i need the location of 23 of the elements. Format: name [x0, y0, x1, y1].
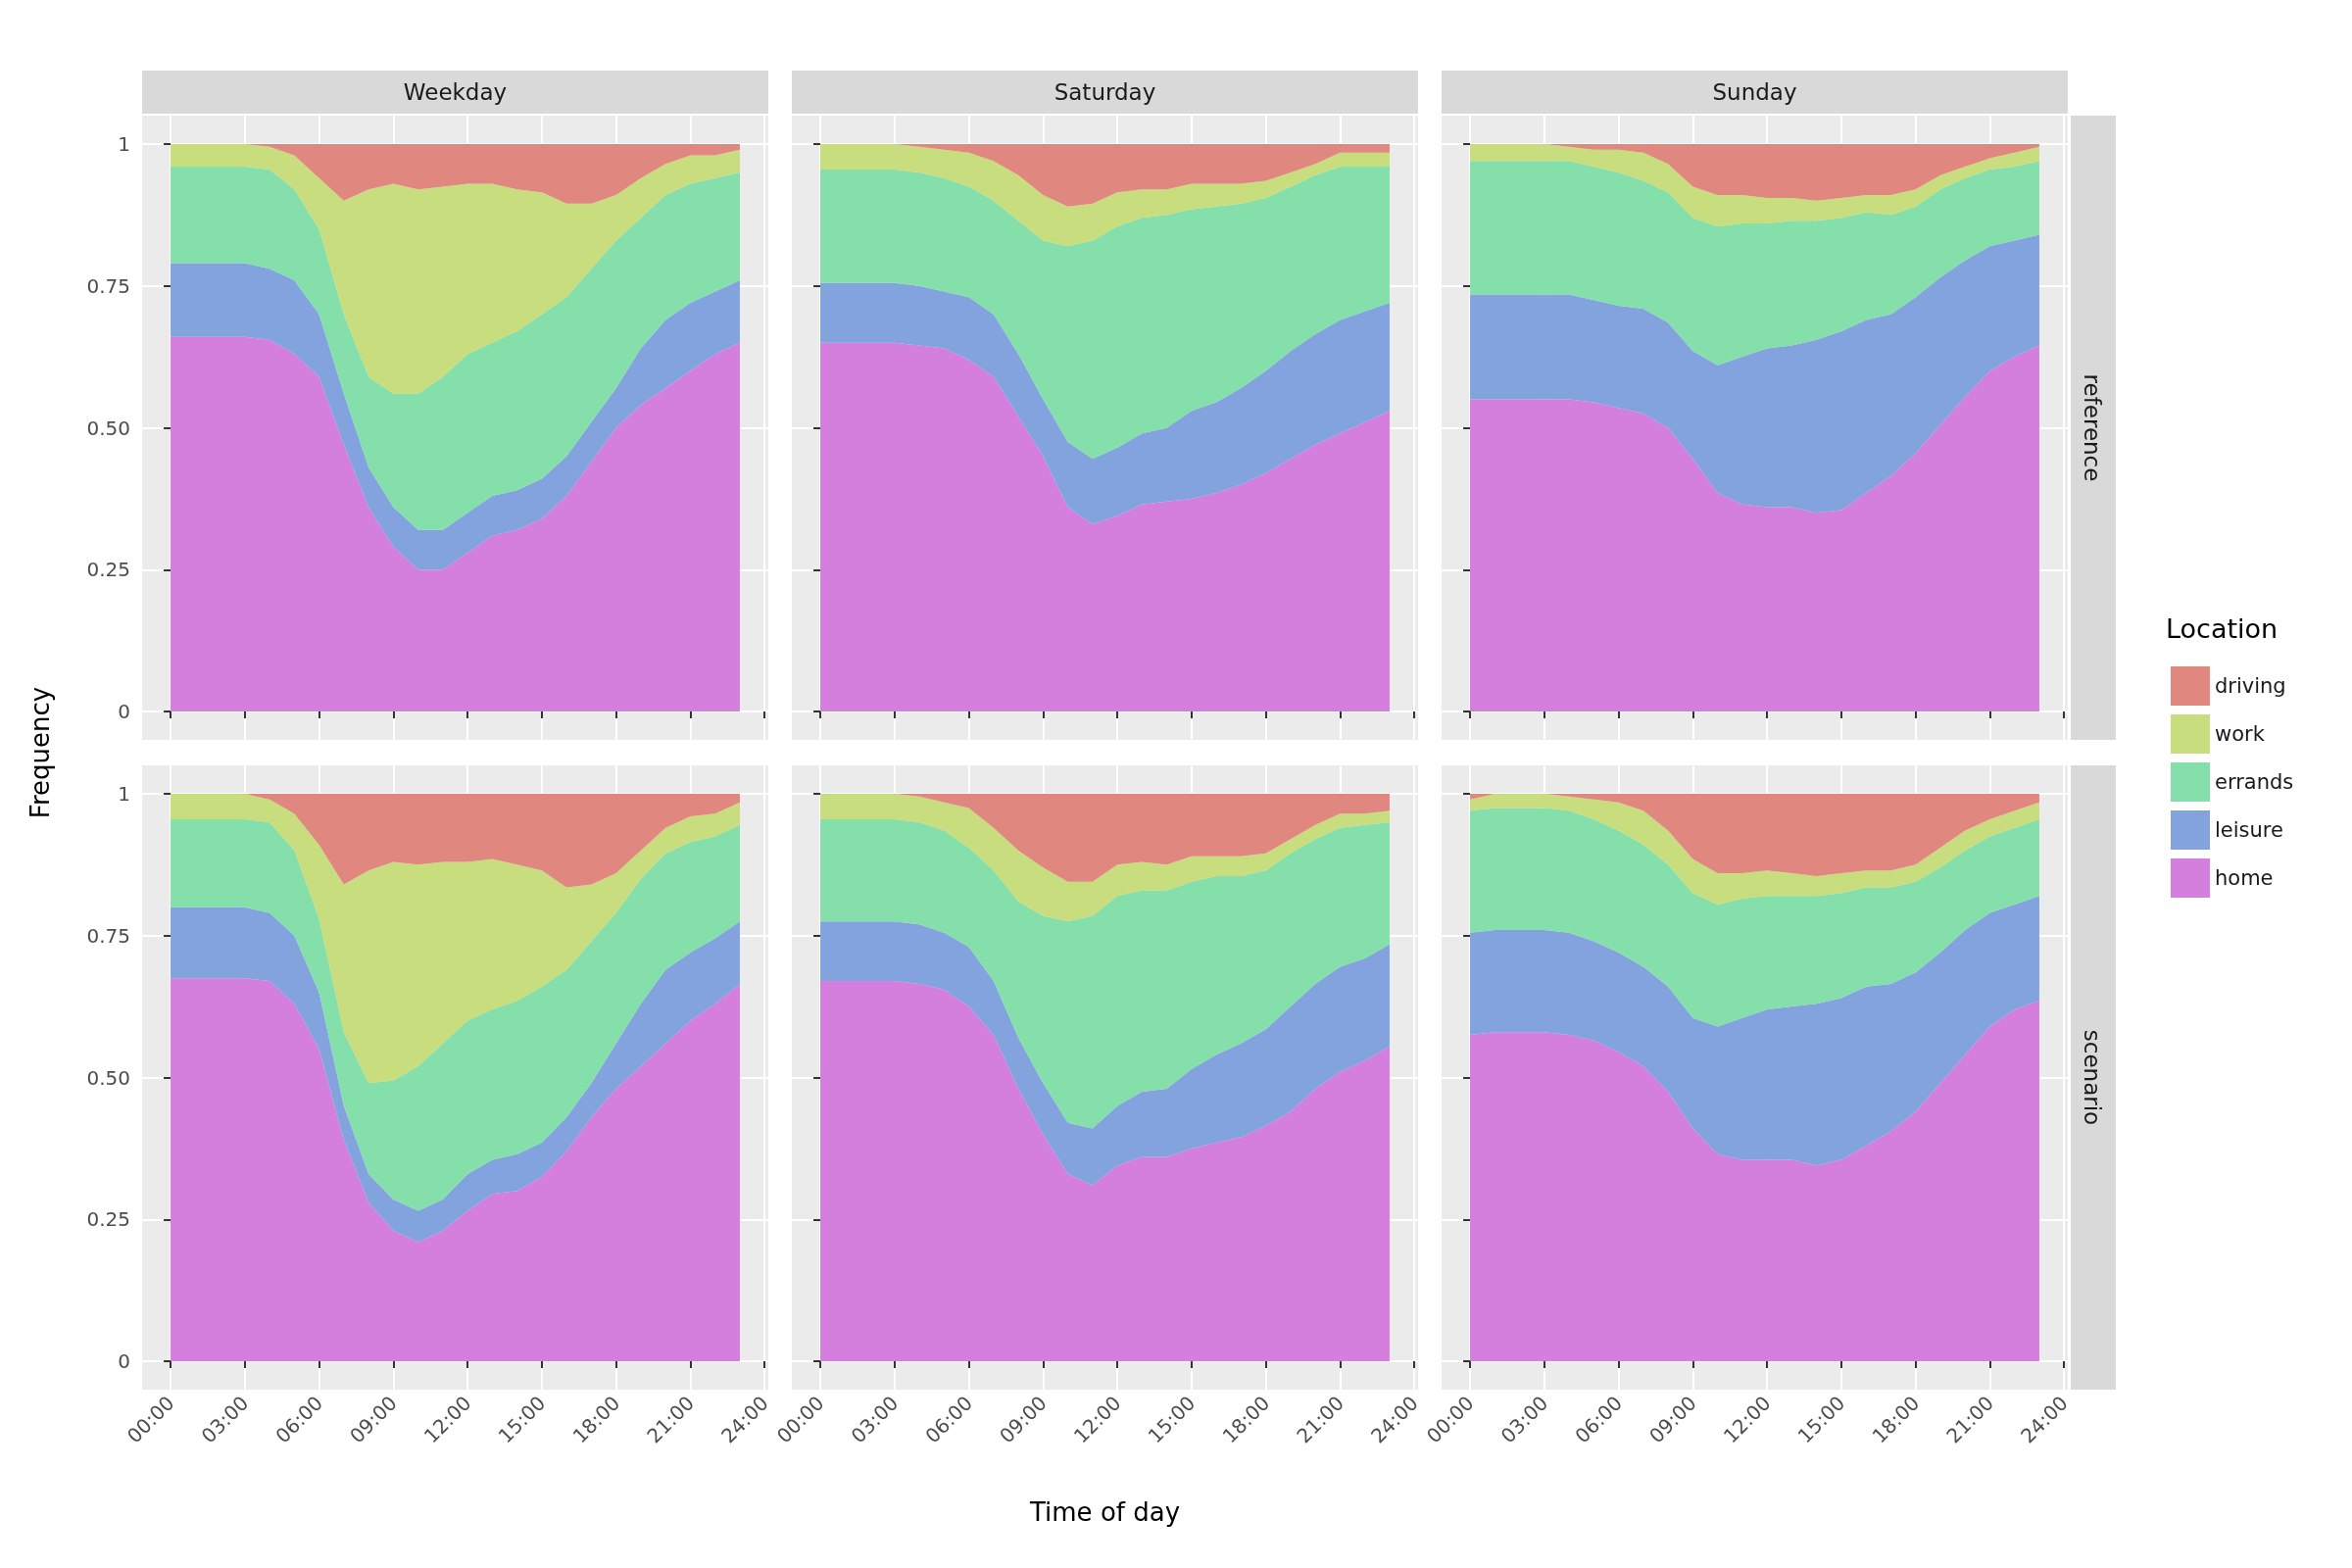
y-axis-title: Frequency: [25, 686, 55, 819]
x-axis-title: Time of day: [1028, 1497, 1181, 1527]
y-tick-label: 0.75: [86, 923, 130, 948]
y-tick-label: 0.50: [86, 1065, 130, 1090]
y-tick-label: 0.25: [86, 1207, 130, 1232]
y-tick-label: 0: [118, 700, 130, 724]
legend-label: work: [2215, 722, 2266, 746]
y2-axis-title: scenario: [2080, 1029, 2105, 1126]
chart-title: Sunday: [1712, 79, 1797, 105]
chart-title: Weekday: [403, 79, 508, 105]
y-tick-label: 1: [118, 131, 130, 156]
y-tick-label: 0.50: [86, 416, 130, 440]
y-tick-label: 0.75: [86, 273, 130, 298]
chart-title: Saturday: [1054, 79, 1156, 105]
legend-label: errands: [2215, 770, 2294, 794]
legend-label: driving: [2215, 674, 2286, 698]
y-tick-label: 1: [118, 781, 130, 806]
legend-label: leisure: [2215, 818, 2283, 842]
legend-label: home: [2215, 866, 2274, 890]
y2-axis-title: reference: [2080, 373, 2105, 482]
y-tick-label: 0: [118, 1349, 130, 1374]
y-tick-label: 0.25: [86, 558, 130, 582]
legend-title: Location: [2166, 613, 2278, 644]
